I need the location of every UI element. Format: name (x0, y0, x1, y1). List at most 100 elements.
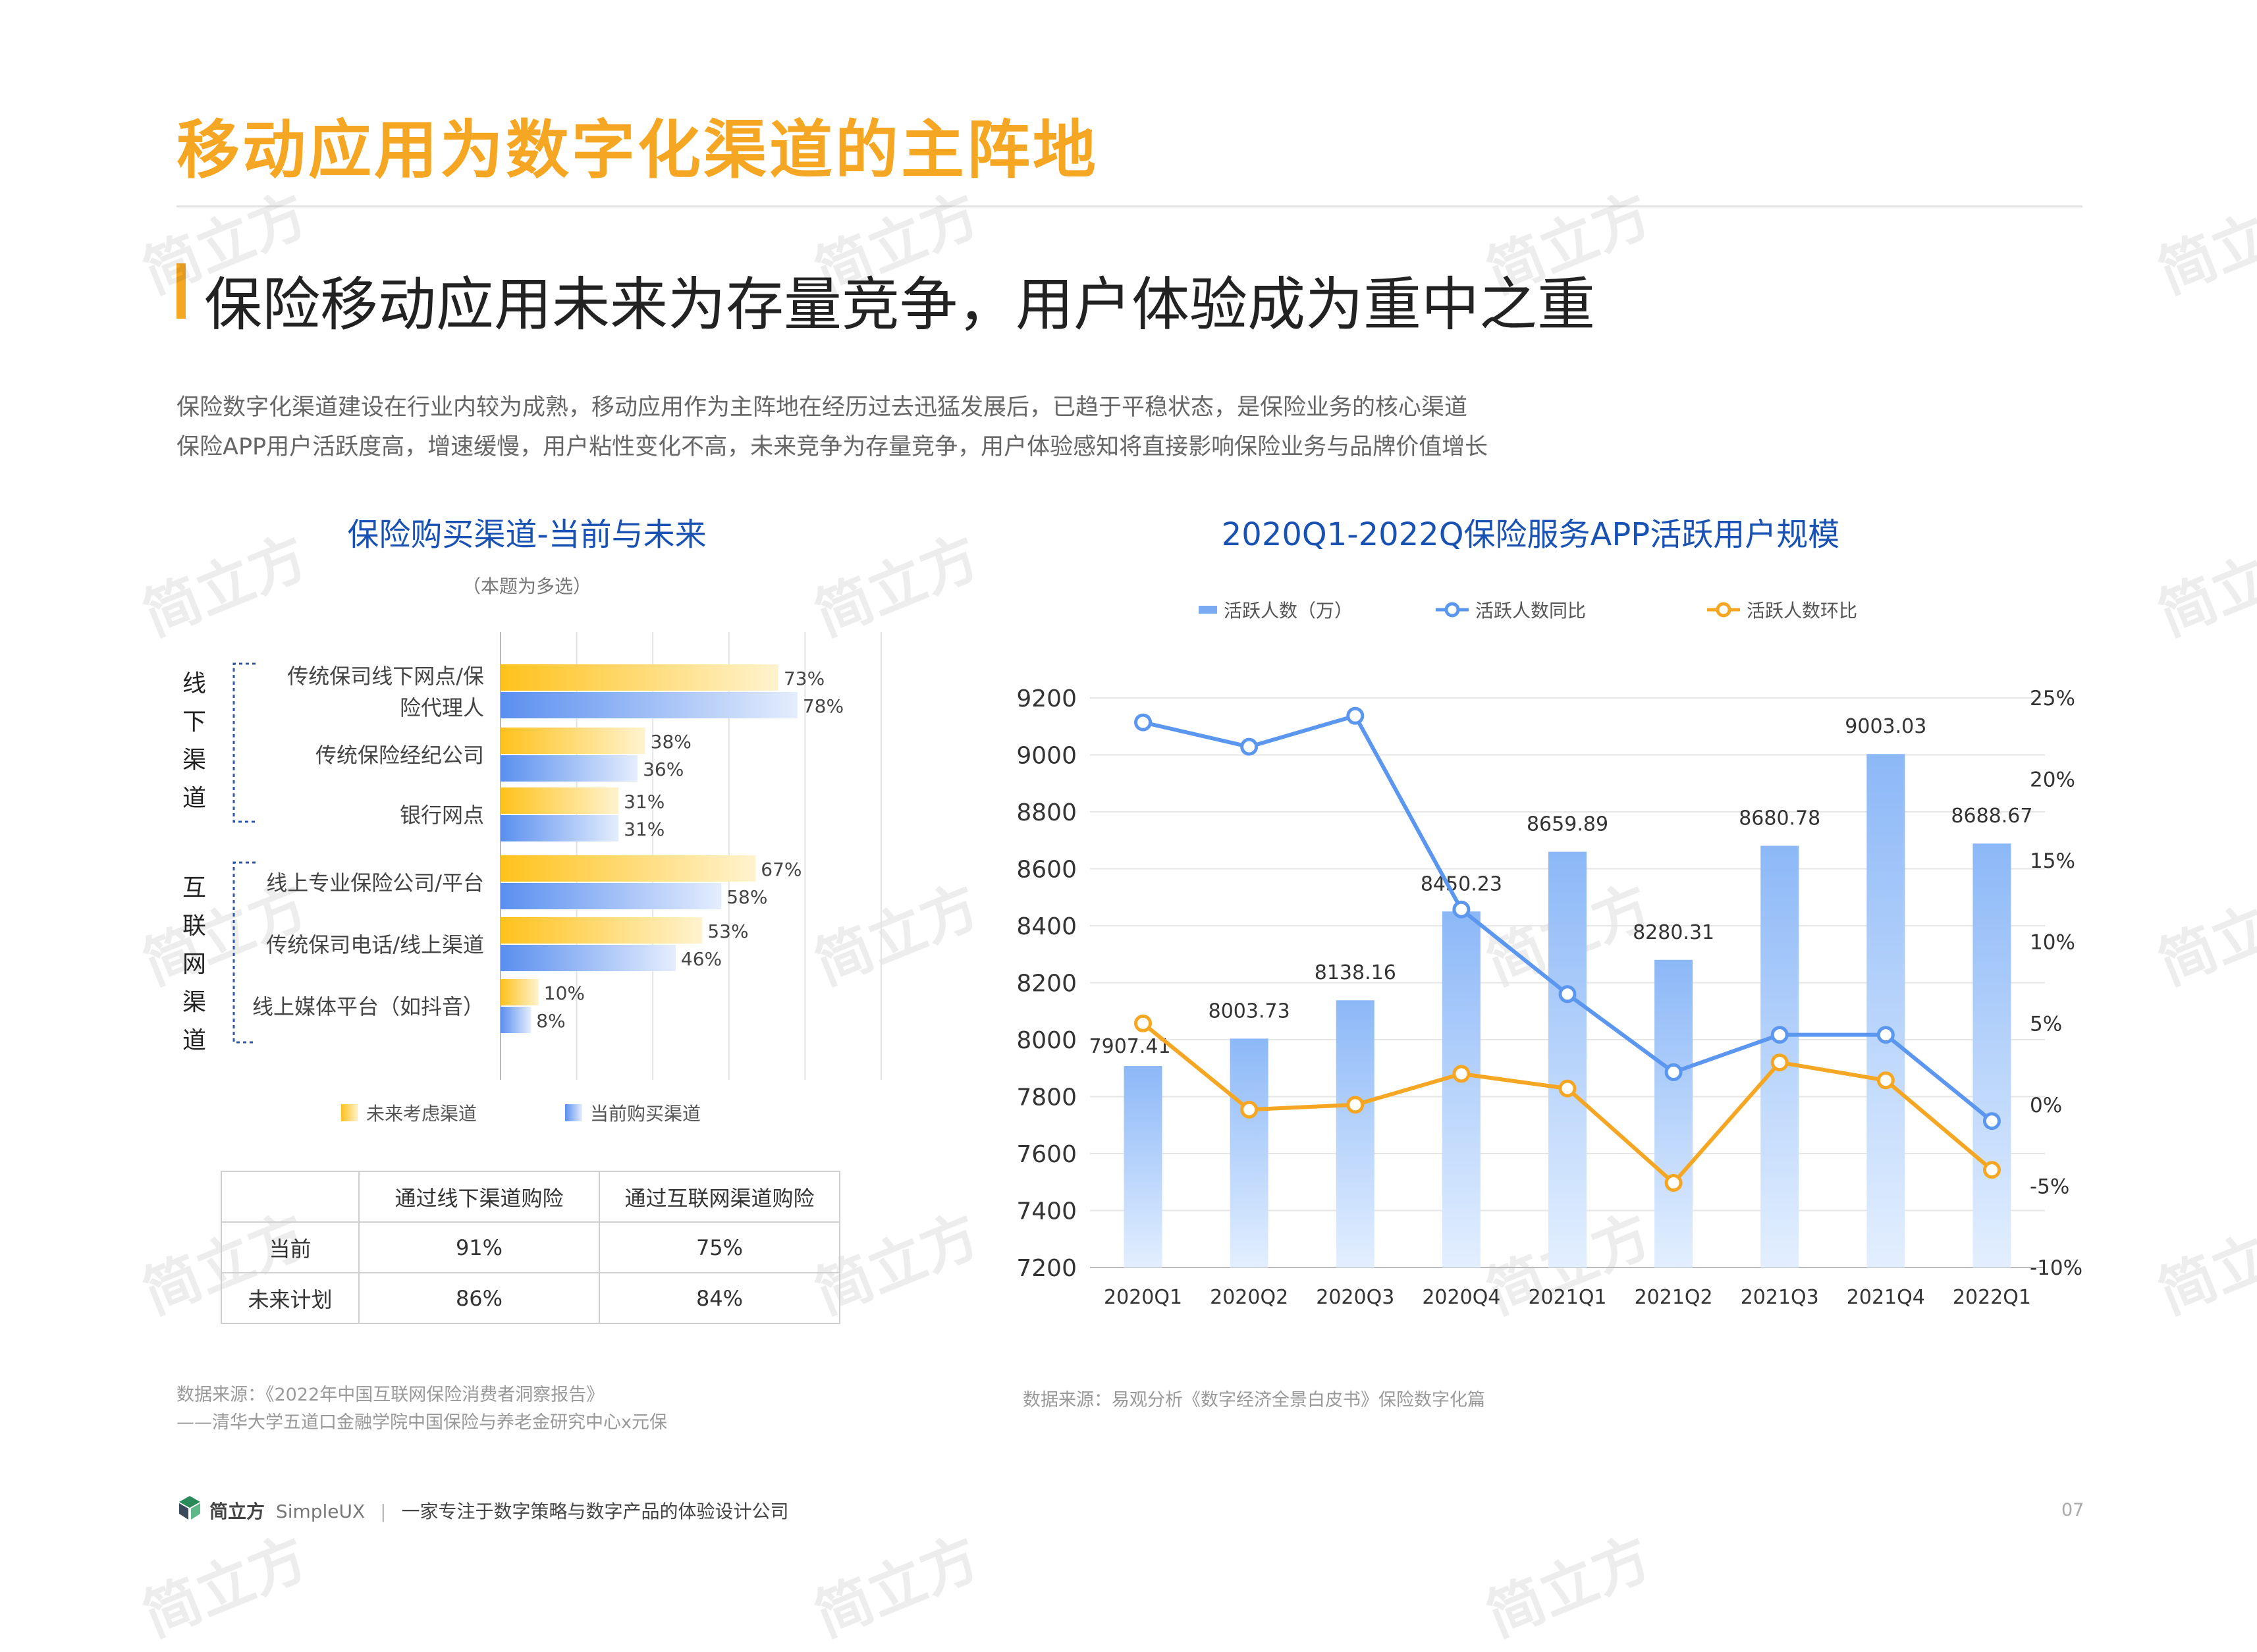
group-bracket-online (232, 861, 256, 1044)
footer-brand-en: SimpleUX (275, 1501, 366, 1522)
x-tick-label: 2020Q3 (1316, 1286, 1394, 1309)
bar-value-label: 8450.23 (1421, 872, 1502, 895)
channel-bar-chart: 保险购买渠道-当前与未来 （本题为多选） 73% 38% 31% 67% 53% 10% 7… (182, 516, 882, 1125)
category-label: 线上媒体平台（如抖音） (252, 994, 484, 1019)
y-left-tick: 7200 (1016, 1255, 1077, 1282)
legend-qoq: 活跃人数环比 (1747, 600, 1857, 622)
qoq-point (1770, 1053, 1789, 1072)
bar-value-label: 8659.89 (1527, 813, 1608, 836)
qoq-point (1876, 1071, 1895, 1090)
bar-value-label: 9003.03 (1845, 715, 1926, 738)
channel-summary-table: 通过线下渠道购险 通过互联网渠道购险 当前 91% 75% 未来计划 86% 8… (221, 1171, 840, 1324)
category-label: 传统保司电话/线上渠道 (266, 932, 484, 957)
table-cell: 未来计划 (221, 1272, 360, 1324)
table-row: 未来计划 86% 84% (221, 1272, 840, 1324)
bar-value-label: 7907.41 (1089, 1035, 1171, 1058)
table-cell: 当前 (221, 1221, 360, 1273)
yoy-point (1134, 713, 1153, 732)
group-label-char: 渠 (182, 747, 206, 774)
bar-value-label: 31% (624, 818, 665, 840)
future-bar (501, 664, 778, 691)
watermark: 简立方 (2149, 181, 2257, 307)
brand-logo-icon (179, 1496, 200, 1520)
bar-value-label: 73% (784, 668, 825, 689)
footer-tagline: 一家专注于数字策略与数字产品的体验设计公司 (401, 1501, 789, 1522)
table-header-row: 通过线下渠道购险 通过互联网渠道购险 (221, 1171, 840, 1223)
qoq-point (1452, 1065, 1471, 1083)
category-label: 传统保司线下网点/保 (287, 664, 484, 689)
watermark: 简立方 (134, 1524, 317, 1650)
group-label-char: 渠 (182, 989, 206, 1016)
future-bar (501, 855, 756, 882)
page-title: 移动应用为数字化渠道的主阵地 (177, 113, 1099, 187)
table-cell: 91% (358, 1221, 600, 1273)
current-bar (501, 945, 676, 971)
active-users-bar (1230, 1038, 1268, 1267)
yoy-point (1240, 737, 1259, 756)
page-number: 07 (2061, 1500, 2084, 1520)
subtitle-accent-bar (177, 263, 186, 319)
right-source: 数据来源：易观分析《数字经济全景白皮书》保险数字化篇 (1023, 1390, 1485, 1410)
left-legend: 未来考虑渠道 当前购买渠道 (341, 1103, 701, 1125)
bar-value-label: 8138.16 (1315, 961, 1396, 984)
bar-value-label: 46% (681, 948, 722, 970)
watermark: 简立方 (1477, 1524, 1660, 1650)
bar-value-label: 8% (536, 1010, 565, 1032)
active-users-bar (1972, 843, 2011, 1267)
bar-value-label: 8003.73 (1209, 999, 1290, 1023)
bar-value-label: 31% (624, 791, 665, 813)
category-label: 线上专业保险公司/平台 (266, 870, 484, 895)
current-bar (501, 815, 619, 841)
x-tick-label: 2021Q3 (1741, 1286, 1819, 1309)
table-cell: 86% (358, 1272, 600, 1324)
x-tick-label: 2020Q1 (1104, 1286, 1182, 1309)
y-left-tick: 8600 (1016, 857, 1077, 884)
current-bar (501, 755, 638, 782)
group-label-char: 网 (182, 951, 206, 978)
bar-value-label: 67% (761, 859, 802, 880)
qoq-point (1664, 1173, 1683, 1192)
bar-value-label: 8680.78 (1739, 807, 1820, 830)
title-divider (177, 205, 2082, 207)
active-users-bar (1866, 754, 1905, 1267)
y-right-tick: -10% (2030, 1256, 2082, 1280)
y-right-tick: 5% (2030, 1012, 2062, 1036)
bar-value-label: 8688.67 (1951, 805, 2032, 828)
watermark: 简立方 (805, 1524, 989, 1650)
qoq-point (1346, 1096, 1365, 1114)
group-bracket-offline (232, 662, 256, 823)
table-cell: 84% (599, 1272, 840, 1324)
bar-value-label: 78% (803, 695, 844, 717)
legend-current: 当前购买渠道 (590, 1103, 701, 1125)
x-tick-label: 2021Q2 (1635, 1286, 1713, 1309)
y-left-tick: 8000 (1016, 1027, 1077, 1054)
left-source-line-1: 数据来源：《2022年中国互联网保险消费者洞察报告》 (177, 1385, 605, 1405)
x-tick-label: 2021Q4 (1847, 1286, 1925, 1309)
left-chart-note: （本题为多选） (462, 575, 591, 597)
bar-value-label: 58% (726, 886, 767, 908)
legend-active-users: 活跃人数（万） (1224, 600, 1353, 622)
y-left-tick: 7800 (1016, 1084, 1077, 1111)
active-users-bar (1548, 851, 1587, 1267)
bar-value-label: 53% (707, 920, 748, 942)
qoq-point (1240, 1100, 1259, 1119)
legend-future: 未来考虑渠道 (366, 1103, 477, 1125)
yoy-point (1558, 985, 1577, 1003)
y-left-tick: 8200 (1016, 971, 1077, 998)
future-bar (501, 787, 619, 814)
active-users-bar (1442, 911, 1481, 1267)
qoq-point (1982, 1161, 2001, 1179)
current-bar (501, 883, 722, 909)
group-label-char: 下 (182, 708, 206, 735)
group-label-char: 线 (182, 670, 206, 697)
category-label: 险代理人 (400, 695, 484, 720)
right-chart-title: 2020Q1-2022Q保险服务APP活跃用户规模 (1222, 516, 1839, 553)
bar-value-label: 36% (643, 759, 684, 780)
left-source-line-2: ——清华大学五道口金融学院中国保险与养老金研究中心x元保 (177, 1412, 667, 1433)
y-left-tick: 9200 (1016, 685, 1077, 712)
future-bar (501, 979, 539, 1005)
group-label-char: 联 (182, 913, 206, 940)
y-right-tick: 0% (2030, 1094, 2062, 1117)
category-label: 传统保险经纪公司 (315, 743, 484, 768)
right-legend: 活跃人数（万） 活跃人数同比 活跃人数环比 (1199, 600, 1857, 622)
